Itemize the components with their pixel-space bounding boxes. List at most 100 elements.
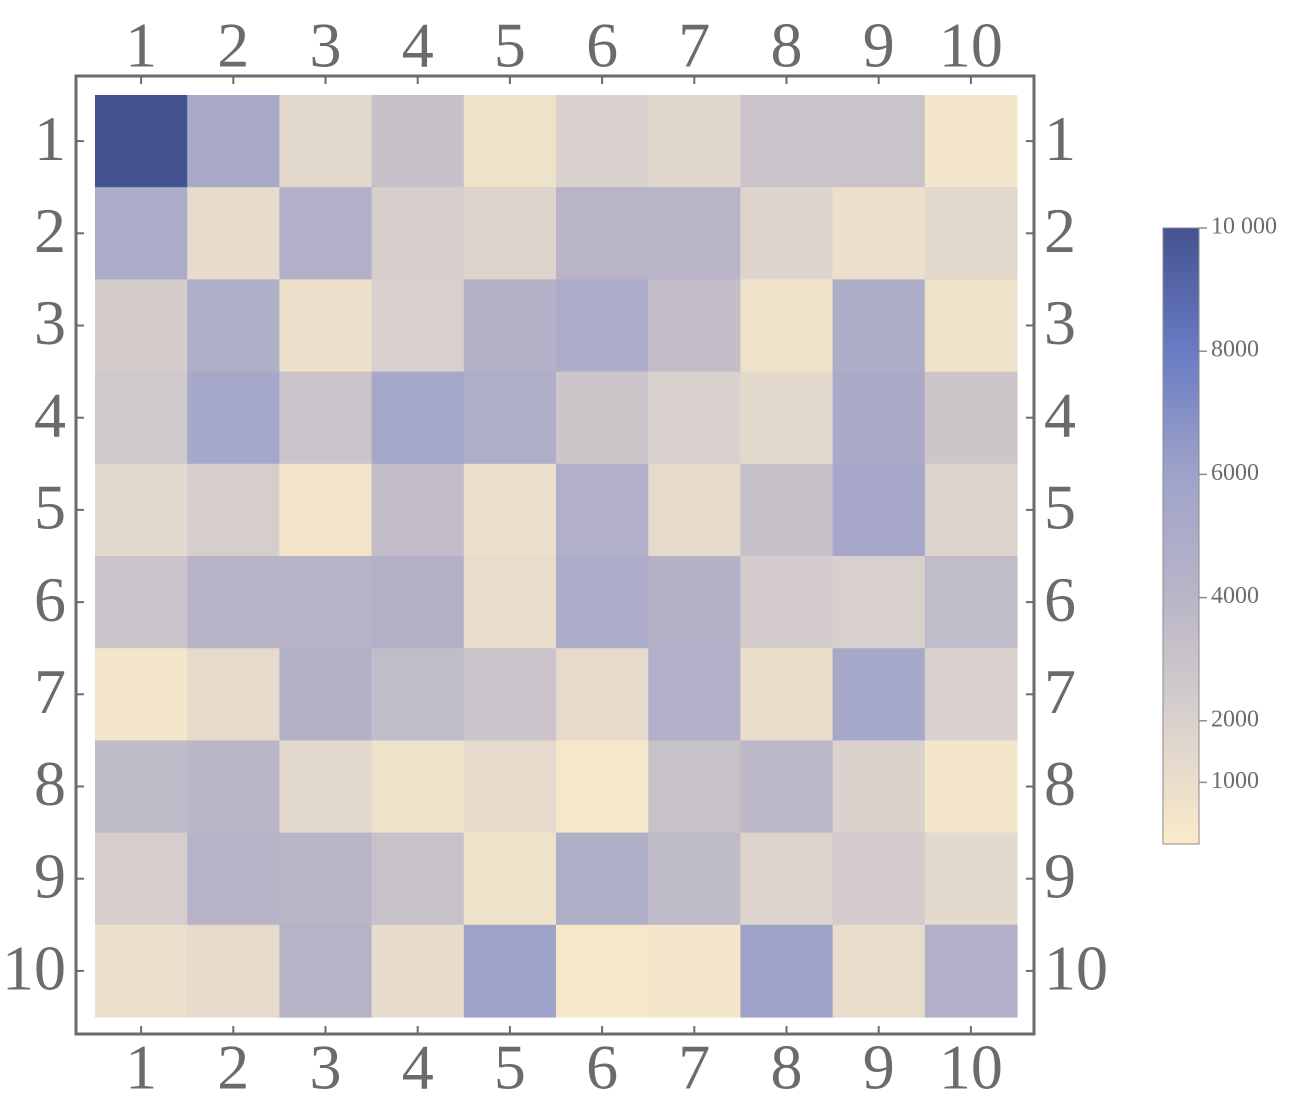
top-axis-tick-label: 3: [310, 10, 342, 81]
heatmap-cell-r5-c1: [95, 463, 188, 557]
bottom-axis-tick-label: 10: [939, 1032, 1003, 1103]
heatmap-cell-r4-c4: [371, 371, 465, 465]
heatmap-cell-r8-c9: [832, 740, 926, 834]
heatmap-cell-r6-c6: [556, 556, 649, 649]
heatmap-cell-r10-c10: [924, 924, 1018, 1018]
colorbar-tick-label: 1000: [1211, 768, 1259, 794]
heatmap-cell-r6-c5: [463, 556, 557, 649]
heatmap-cell-r1-c1: [95, 95, 188, 188]
heatmap-cell-r9-c7: [648, 832, 741, 926]
heatmap-cell-r3-c6: [556, 279, 649, 373]
heatmap-cell-r9-c2: [187, 832, 280, 926]
bottom-axis-tick-label: 9: [863, 1032, 895, 1103]
heatmap-cell-r4-c10: [924, 371, 1018, 465]
heatmap-cell-r2-c3: [279, 187, 373, 280]
heatmap-cell-r3-c10: [924, 279, 1018, 373]
heatmap-cell-r9-c6: [556, 832, 649, 926]
heatmap-cell-r9-c5: [463, 832, 557, 926]
heatmap-cell-r6-c2: [187, 556, 280, 649]
heatmap-cell-r9-c9: [832, 832, 926, 926]
heatmap-cell-r1-c9: [832, 95, 926, 188]
heatmap-cell-r8-c6: [556, 740, 649, 834]
heatmap-cell-r9-c8: [740, 832, 834, 926]
right-axis-tick-label: 5: [1044, 472, 1076, 543]
heatmap-cell-r8-c7: [648, 740, 741, 834]
heatmap-cell-r10-c6: [556, 924, 649, 1018]
left-axis-tick-label: 10: [2, 933, 66, 1004]
heatmap-cell-r7-c7: [648, 648, 741, 741]
heatmap-cell-r2-c1: [95, 187, 188, 280]
heatmap-cell-r2-c6: [556, 187, 649, 280]
top-axis-tick-label: 10: [939, 10, 1003, 81]
heatmap-cell-r5-c10: [924, 463, 1018, 557]
heatmap-cell-r5-c9: [832, 463, 926, 557]
heatmap-cell-r4-c2: [187, 371, 280, 465]
heatmap-cell-r8-c8: [740, 740, 834, 834]
heatmap-cell-r1-c2: [187, 95, 280, 188]
heatmap-cell-r2-c9: [832, 187, 926, 280]
right-axis-tick-label: 7: [1044, 656, 1076, 727]
colorbar-tick-label: 2000: [1211, 706, 1259, 732]
left-axis-tick-label: 2: [34, 195, 66, 266]
heatmap-cell-r3-c9: [832, 279, 926, 373]
heatmap-cell-r7-c3: [279, 648, 373, 741]
bottom-axis-tick-label: 7: [678, 1032, 710, 1103]
heatmap-cell-r10-c2: [187, 924, 280, 1018]
heatmap-cell-r1-c3: [279, 95, 373, 188]
right-axis-tick-label: 6: [1044, 564, 1076, 635]
right-axis-tick-label: 1: [1044, 103, 1076, 174]
heatmap-cell-r5-c7: [648, 463, 741, 557]
heatmap-cell-r1-c6: [556, 95, 649, 188]
heatmap-cell-r10-c7: [648, 924, 741, 1018]
heatmap-cell-r3-c5: [463, 279, 557, 373]
heatmap-cell-r2-c5: [463, 187, 557, 280]
bottom-axis-tick-label: 2: [217, 1032, 249, 1103]
right-axis-tick-label: 3: [1044, 287, 1076, 358]
heatmap-cell-r7-c5: [463, 648, 557, 741]
colorbar-gradient: [1162, 227, 1200, 845]
heatmap-cell-r4-c8: [740, 371, 834, 465]
left-axis-tick-label: 3: [34, 287, 66, 358]
top-axis-tick-label: 1: [125, 10, 157, 81]
plot-frame: [74, 74, 1036, 1036]
left-axis-tick-label: 4: [34, 379, 66, 450]
heatmap-cell-r6-c4: [371, 556, 465, 649]
heatmap-cell-r2-c2: [187, 187, 280, 280]
heatmap-cell-r5-c3: [279, 463, 373, 557]
left-axis-tick-label: 5: [34, 472, 66, 543]
heatmap-cell-r1-c5: [463, 95, 557, 188]
bottom-axis-tick-label: 4: [402, 1032, 434, 1103]
left-axis-tick-label: 6: [34, 564, 66, 635]
heatmap-cell-r6-c8: [740, 556, 834, 649]
heatmap-cell-r3-c2: [187, 279, 280, 373]
heatmap-cell-r8-c1: [95, 740, 188, 834]
right-axis-tick-label: 2: [1044, 195, 1076, 266]
top-axis-tick-label: 9: [863, 10, 895, 81]
heatmap-cell-r4-c7: [648, 371, 741, 465]
heatmap-cell-r4-c1: [95, 371, 188, 465]
heatmap-cell-r10-c1: [95, 924, 188, 1018]
heatmap-cell-r9-c1: [95, 832, 188, 926]
left-axis-tick-label: 9: [34, 840, 66, 911]
heatmap-cell-r9-c4: [371, 832, 465, 926]
right-axis-tick-label: 4: [1044, 379, 1076, 450]
heatmap-cell-r5-c8: [740, 463, 834, 557]
heatmap-cell-r3-c1: [95, 279, 188, 373]
right-axis-tick-label: 8: [1044, 748, 1076, 819]
heatmap-cell-r8-c3: [279, 740, 373, 834]
left-axis-tick-label: 7: [34, 656, 66, 727]
heatmap-cell-r9-c10: [924, 832, 1018, 926]
right-axis-tick-label: 9: [1044, 840, 1076, 911]
heatmap-cell-r2-c4: [371, 187, 465, 280]
heatmap-cell-r8-c2: [187, 740, 280, 834]
top-axis-tick-label: 6: [586, 10, 618, 81]
heatmap-cell-r10-c5: [463, 924, 557, 1018]
heatmap-cell-r8-c4: [371, 740, 465, 834]
heatmap-cell-r7-c1: [95, 648, 188, 741]
heatmap-cell-r9-c3: [279, 832, 373, 926]
bottom-axis-tick-label: 6: [586, 1032, 618, 1103]
heatmap-cell-r7-c8: [740, 648, 834, 741]
heatmap-cell-r3-c7: [648, 279, 741, 373]
